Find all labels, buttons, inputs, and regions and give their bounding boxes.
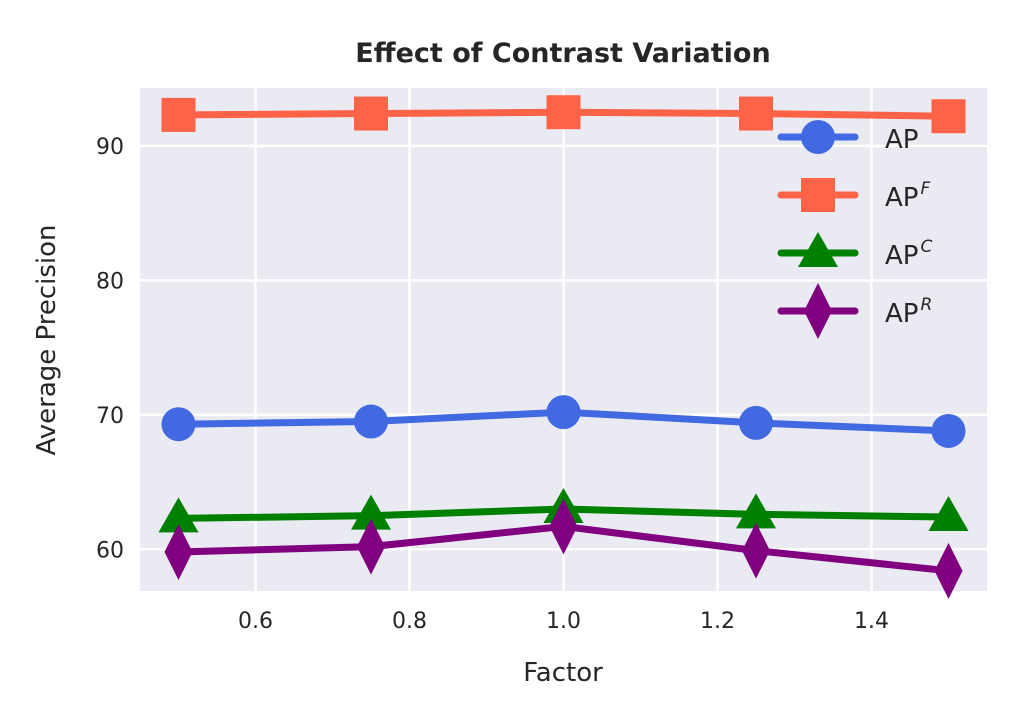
legend-superscript: R	[920, 295, 932, 315]
triangle-marker	[158, 497, 199, 533]
x-tick-label: 1.4	[854, 609, 889, 634]
legend-diamond-icon	[804, 283, 832, 339]
series-ap-f	[161, 95, 966, 134]
diamond-marker	[742, 522, 770, 579]
legend-circle-icon	[801, 120, 835, 154]
circle-marker	[161, 407, 196, 442]
square-marker	[354, 96, 388, 131]
circle-marker	[354, 404, 388, 439]
y-tick-label: 60	[96, 538, 124, 563]
x-tick-label: 1.0	[546, 609, 581, 634]
diamond-marker	[549, 498, 578, 555]
legend-item-ap-c: AP C	[777, 232, 932, 271]
legend-superscript: F	[920, 179, 930, 199]
y-tick-label: 70	[96, 404, 124, 429]
circle-marker	[931, 413, 966, 448]
legend-label: AP C	[885, 237, 932, 271]
x-tick-label: 0.8	[392, 609, 427, 634]
square-marker	[546, 95, 581, 130]
series-ap-r	[164, 498, 963, 599]
circle-marker	[546, 395, 581, 430]
x-axis-label: Factor	[523, 658, 603, 688]
triangle-marker	[928, 496, 969, 532]
legend-triangle-icon	[798, 232, 838, 267]
x-tick-label: 0.6	[238, 609, 273, 634]
square-marker	[931, 99, 966, 134]
square-marker	[161, 97, 196, 132]
legend-label: AP	[885, 125, 918, 155]
square-marker	[739, 96, 773, 131]
chart-title: Effect of Contrast Variation	[355, 38, 770, 69]
diamond-marker	[164, 523, 193, 580]
x-tick-label: 1.2	[700, 609, 735, 634]
tick-labels: 0.6 0.8 1.0 1.2 1.4 60 70 80 90	[96, 135, 889, 634]
legend-square-icon	[801, 178, 835, 212]
legend-item-ap: AP	[777, 120, 918, 155]
y-tick-label: 80	[96, 269, 124, 294]
diamond-marker	[934, 542, 963, 599]
triangle-marker	[351, 494, 391, 530]
legend-item-ap-f: AP F	[777, 178, 930, 213]
series-ap	[161, 395, 966, 448]
series-group	[158, 95, 969, 599]
y-axis-label: Average Precision	[32, 224, 62, 455]
y-tick-label: 90	[96, 135, 124, 160]
circle-marker	[739, 405, 773, 440]
triangle-marker	[736, 493, 776, 529]
legend-superscript: C	[920, 237, 932, 257]
diamond-marker	[357, 518, 385, 575]
